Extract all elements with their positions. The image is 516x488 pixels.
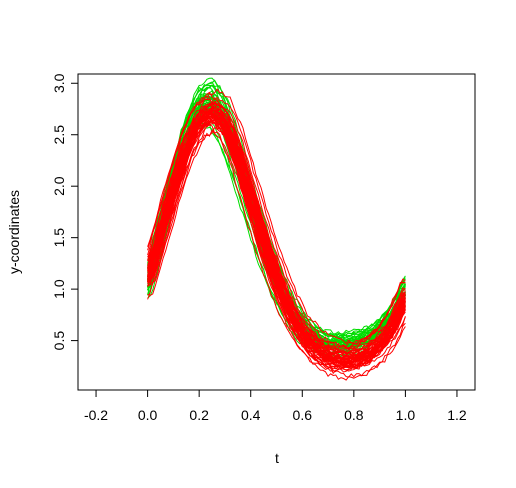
curve xyxy=(147,102,406,355)
x-tick-label: 0.0 xyxy=(138,407,158,423)
y-tick-label: 2.0 xyxy=(51,176,67,196)
y-tick-label: 2.5 xyxy=(51,125,67,145)
y-tick-label: 1.0 xyxy=(51,279,67,299)
x-tick-label: 0.2 xyxy=(189,407,209,423)
curve xyxy=(147,118,406,367)
curve xyxy=(147,88,406,345)
curve-group xyxy=(147,88,406,381)
curve-group xyxy=(147,77,406,358)
curve xyxy=(147,111,406,365)
x-tick-label: 1.2 xyxy=(447,407,467,423)
y-tick-label: 1.5 xyxy=(51,228,67,248)
curve xyxy=(147,112,406,365)
y-tick-label: 3.0 xyxy=(51,73,67,93)
y-axis-label: y-coordinates xyxy=(6,190,22,274)
x-tick-label: 0.4 xyxy=(241,407,261,423)
curve xyxy=(147,102,406,354)
curve xyxy=(147,117,406,370)
y-axis: 0.5 1.0 1.5 2.0 2.5 3.0 xyxy=(51,73,79,351)
x-tick-label: 1.0 xyxy=(396,407,416,423)
x-axis: -0.2 0.0 0.2 0.4 0.6 0.8 1.0 1.2 xyxy=(84,389,467,423)
plot-frame xyxy=(77,73,476,391)
x-tick-label: 0.8 xyxy=(344,407,364,423)
x-tick-label: -0.2 xyxy=(84,407,108,423)
curve xyxy=(147,106,406,363)
x-axis-label: t xyxy=(275,450,279,466)
curve xyxy=(147,95,406,350)
curve xyxy=(147,108,406,362)
x-tick-label: 0.6 xyxy=(293,407,313,423)
curve-layer xyxy=(147,77,406,381)
y-tick-label: 0.5 xyxy=(51,331,67,351)
